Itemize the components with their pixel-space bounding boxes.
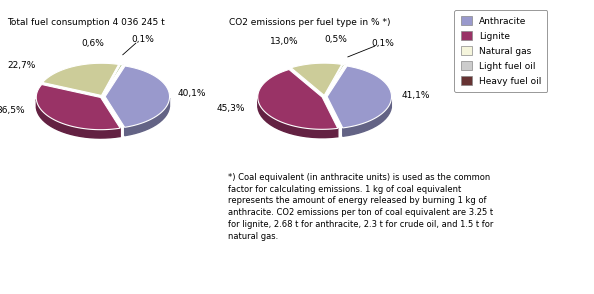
Text: 41,1%: 41,1% — [402, 91, 430, 100]
Polygon shape — [327, 66, 391, 128]
Polygon shape — [36, 99, 120, 138]
Text: 22,7%: 22,7% — [8, 61, 36, 70]
Polygon shape — [291, 63, 342, 95]
Text: 0,1%: 0,1% — [371, 39, 394, 48]
Polygon shape — [326, 64, 345, 95]
Text: 0,5%: 0,5% — [325, 36, 347, 44]
Legend: Anthracite, Lignite, Natural gas, Light fuel oil, Heavy fuel oil: Anthracite, Lignite, Natural gas, Light … — [454, 10, 548, 92]
Polygon shape — [258, 69, 338, 129]
Polygon shape — [36, 84, 120, 130]
Polygon shape — [326, 65, 345, 95]
Text: 13,0%: 13,0% — [270, 37, 299, 46]
Polygon shape — [125, 98, 169, 136]
Polygon shape — [43, 63, 119, 96]
Text: 0,6%: 0,6% — [81, 39, 105, 48]
Text: 0,1%: 0,1% — [131, 36, 154, 44]
Polygon shape — [343, 99, 391, 136]
Polygon shape — [258, 99, 338, 138]
Polygon shape — [105, 66, 169, 127]
Text: 40,1%: 40,1% — [177, 89, 206, 98]
Text: CO2 emissions per fuel type in % *): CO2 emissions per fuel type in % *) — [229, 18, 391, 27]
Text: 45,3%: 45,3% — [217, 104, 245, 113]
Polygon shape — [103, 65, 124, 95]
Text: 36,5%: 36,5% — [0, 106, 26, 115]
Text: *) Coal equivalent (in anthracite units) is used as the common
factor for calcul: *) Coal equivalent (in anthracite units)… — [228, 173, 493, 241]
Text: Total fuel consumption 4 036 245 t: Total fuel consumption 4 036 245 t — [7, 18, 165, 27]
Polygon shape — [103, 64, 123, 95]
